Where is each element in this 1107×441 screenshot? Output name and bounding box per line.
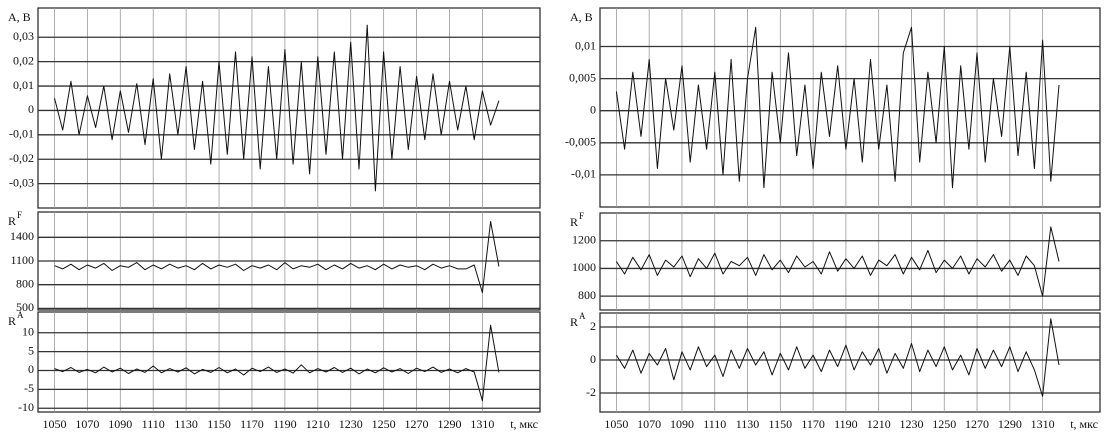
y-tick-label: 5 (28, 343, 34, 357)
y-tick-label: 1100 (10, 253, 34, 267)
signal-line (54, 24, 500, 192)
panel-frame (599, 312, 1101, 413)
x-tick-label: 1270 (405, 417, 429, 431)
y-tick-label: -0,02 (9, 151, 34, 165)
x-tick-label: 1070 (637, 417, 661, 431)
y-tick-label: 0 (28, 102, 34, 116)
x-axis-label: t, мкс (510, 417, 538, 431)
y-axis-label: R (8, 314, 16, 328)
y-tick-label: -10 (18, 400, 34, 414)
x-tick-label: 1190 (834, 417, 858, 431)
y-axis-label-sup: A (579, 311, 586, 321)
y-tick-label: 0,02 (13, 53, 34, 67)
x-tick-label: 1050 (42, 417, 66, 431)
y-axis-label: A, B (570, 10, 593, 24)
y-axis-label: A, B (8, 10, 31, 24)
x-tick-label: 1230 (899, 417, 923, 431)
x-axis-label: t, мкс (1070, 417, 1098, 431)
x-tick-label: 1090 (108, 417, 132, 431)
x-tick-label: 1130 (736, 417, 760, 431)
x-tick-label: 1150 (207, 417, 231, 431)
x-tick-label: 1110 (703, 417, 726, 431)
y-tick-label: 0 (590, 102, 596, 116)
x-tick-label: 1130 (174, 417, 198, 431)
x-tick-label: 1290 (998, 417, 1022, 431)
y-tick-label: 0,01 (575, 38, 596, 52)
y-tick-label: 800 (16, 276, 34, 290)
x-tick-label: 1250 (932, 417, 956, 431)
y-tick-label: -0,03 (9, 175, 34, 189)
signal-line (615, 318, 1060, 397)
x-tick-label: 1310 (1031, 417, 1055, 431)
y-tick-label: -0,01 (571, 167, 596, 181)
signal-line (54, 324, 500, 402)
y-axis-label: R (570, 315, 578, 329)
y-tick-label: -0,01 (9, 127, 34, 141)
x-tick-label: 1190 (273, 417, 297, 431)
panel-frame (599, 7, 1101, 208)
x-tick-label: 1270 (965, 417, 989, 431)
y-tick-label: 2 (590, 319, 596, 333)
y-tick-label: 0,005 (569, 70, 596, 84)
y-tick-label: 1400 (10, 229, 34, 243)
y-tick-label: 500 (16, 300, 34, 314)
y-axis-label-sup: F (579, 211, 584, 221)
x-tick-label: 1150 (769, 417, 793, 431)
panel-frame (599, 212, 1101, 311)
y-axis-label-sup: A (17, 310, 24, 320)
x-tick-label: 1230 (339, 417, 363, 431)
y-tick-label: 0,03 (13, 29, 34, 43)
y-tick-label: -0,005 (565, 135, 596, 149)
y-tick-label: -2 (586, 385, 596, 399)
y-tick-label: 10 (22, 325, 34, 339)
y-axis-label-sup: F (17, 210, 22, 220)
y-tick-label: -5 (24, 381, 34, 395)
y-tick-label: 0 (590, 352, 596, 366)
y-tick-label: 800 (578, 288, 596, 302)
x-tick-label: 1050 (604, 417, 628, 431)
x-tick-label: 1090 (670, 417, 694, 431)
signal-line (615, 26, 1060, 189)
x-tick-label: 1310 (470, 417, 494, 431)
y-tick-label: 0 (28, 362, 34, 376)
y-axis-label: R (570, 215, 578, 229)
y-tick-label: 0,01 (13, 78, 34, 92)
x-tick-label: 1170 (801, 417, 825, 431)
x-tick-label: 1070 (75, 417, 99, 431)
y-tick-label: 1200 (572, 232, 596, 246)
x-tick-label: 1250 (372, 417, 396, 431)
signal-line (615, 226, 1060, 297)
x-tick-label: 1210 (306, 417, 330, 431)
x-tick-label: 1210 (867, 417, 891, 431)
x-tick-label: 1290 (437, 417, 461, 431)
x-tick-label: 1110 (142, 417, 165, 431)
panel-frame (37, 311, 541, 413)
y-axis-label: R (8, 214, 16, 228)
y-tick-label: 1000 (572, 260, 596, 274)
x-tick-label: 1170 (240, 417, 264, 431)
signal-line (54, 221, 500, 294)
